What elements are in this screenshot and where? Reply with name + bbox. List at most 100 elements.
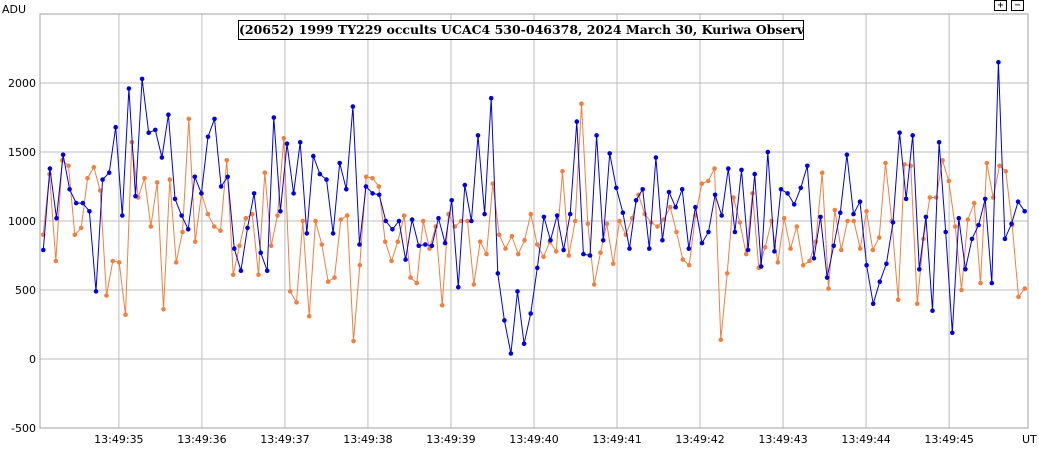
- data-point: [300, 218, 306, 224]
- data-point: [1016, 294, 1021, 300]
- data-point: [633, 198, 639, 203]
- data-point: [548, 238, 553, 243]
- data-point: [439, 302, 445, 308]
- data-point: [956, 215, 962, 221]
- data-point: [940, 158, 945, 163]
- data-point: [614, 185, 619, 191]
- data-point: [232, 246, 237, 251]
- data-point: [133, 193, 138, 199]
- data-point: [832, 207, 838, 213]
- data-point: [870, 247, 876, 253]
- data-point: [844, 152, 850, 158]
- data-point: [319, 242, 325, 247]
- data-point: [344, 213, 350, 218]
- data-point: [1022, 286, 1028, 291]
- data-point: [462, 182, 468, 188]
- data-point: [120, 213, 125, 218]
- data-point: [680, 257, 686, 262]
- data-point: [488, 95, 494, 101]
- data-point: [693, 204, 698, 210]
- data-point: [363, 184, 369, 189]
- zoom-out-button[interactable]: −: [1011, 0, 1024, 11]
- x-tick-label: 13:49:39: [426, 433, 475, 446]
- data-point: [600, 238, 606, 243]
- data-point: [456, 284, 461, 290]
- data-point: [572, 218, 578, 224]
- data-point: [159, 155, 165, 160]
- y-tick-label: 1000: [8, 215, 36, 228]
- data-point: [750, 191, 755, 196]
- data-point: [508, 351, 514, 356]
- data-point: [604, 221, 610, 227]
- data-point: [976, 222, 981, 228]
- data-point: [258, 250, 264, 255]
- data-point: [376, 192, 382, 198]
- data-point: [890, 220, 896, 225]
- data-point: [1003, 169, 1009, 174]
- data-point: [154, 180, 160, 185]
- data-point: [737, 220, 743, 225]
- data-point: [724, 271, 730, 276]
- data-point: [243, 215, 249, 221]
- x-axis-label: UT: [1022, 433, 1037, 446]
- data-point: [357, 262, 363, 268]
- data-point: [382, 239, 388, 244]
- data-point: [831, 243, 836, 249]
- data-point: [791, 202, 797, 207]
- data-point: [666, 189, 672, 195]
- data-point: [579, 101, 584, 106]
- data-point: [85, 175, 90, 181]
- data-point: [788, 246, 793, 251]
- data-point: [805, 163, 810, 169]
- data-point: [963, 267, 968, 272]
- data-point: [357, 242, 362, 247]
- data-point: [617, 218, 622, 224]
- data-point: [699, 240, 705, 246]
- data-point: [726, 166, 731, 171]
- data-point: [350, 104, 356, 109]
- data-point: [245, 225, 250, 231]
- data-point: [594, 133, 599, 138]
- data-point: [752, 171, 757, 177]
- data-point: [332, 275, 337, 280]
- grid-lines: [40, 14, 1028, 429]
- data-point: [172, 196, 178, 202]
- data-point: [699, 181, 705, 186]
- data-point: [225, 174, 230, 180]
- data-point: [146, 130, 151, 135]
- plot-frame: [39, 13, 1029, 429]
- data-point: [330, 231, 336, 236]
- data-point: [775, 260, 781, 265]
- data-point: [414, 280, 420, 286]
- data-point: [826, 286, 831, 291]
- data-point: [87, 209, 92, 214]
- data-point: [969, 236, 975, 242]
- x-tick-label: 13:49:35: [94, 433, 143, 446]
- data-point: [106, 170, 112, 175]
- data-point: [344, 187, 349, 192]
- data-point: [1015, 199, 1021, 204]
- data-point: [383, 218, 389, 224]
- data-point: [560, 169, 565, 174]
- data-point: [390, 227, 395, 232]
- data-point: [66, 163, 71, 169]
- data-point: [408, 275, 413, 280]
- data-point: [660, 238, 665, 243]
- zoom-in-button[interactable]: +: [994, 0, 1007, 11]
- data-point: [161, 307, 166, 312]
- data-point: [484, 251, 489, 257]
- data-point: [475, 133, 481, 138]
- data-point: [541, 254, 546, 260]
- data-point: [325, 279, 331, 285]
- data-point: [509, 233, 515, 239]
- data-point: [148, 224, 154, 229]
- data-point: [515, 289, 520, 294]
- y-tick-label: 1500: [8, 146, 36, 159]
- data-point: [237, 243, 242, 249]
- data-point: [902, 162, 907, 167]
- data-point: [923, 214, 929, 220]
- data-point: [218, 184, 224, 189]
- y-tick-label: -500: [11, 422, 36, 435]
- data-point: [281, 135, 287, 141]
